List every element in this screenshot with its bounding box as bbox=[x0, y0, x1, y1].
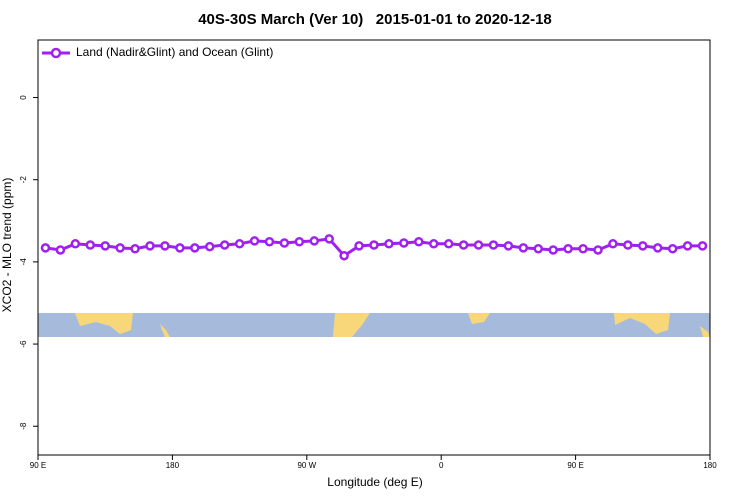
point bbox=[264, 236, 275, 247]
land bbox=[614, 313, 670, 334]
point bbox=[279, 238, 290, 248]
y-tick-label: -6 bbox=[19, 340, 28, 348]
map-strip bbox=[38, 313, 710, 337]
x-tick-label: 180 bbox=[703, 461, 717, 470]
point bbox=[623, 240, 633, 250]
point bbox=[294, 236, 305, 247]
point bbox=[249, 236, 260, 246]
point bbox=[219, 240, 230, 250]
point bbox=[652, 243, 663, 253]
point bbox=[697, 241, 708, 251]
point bbox=[667, 243, 678, 254]
point bbox=[399, 238, 409, 248]
point bbox=[324, 234, 334, 244]
land bbox=[160, 324, 170, 337]
point bbox=[369, 240, 379, 250]
legend: Land (Nadir&Glint) and Ocean (Glint) bbox=[42, 45, 273, 59]
land bbox=[333, 313, 370, 337]
plot-frame bbox=[37, 39, 711, 456]
point bbox=[175, 243, 185, 253]
land bbox=[700, 326, 710, 337]
y-tick-label: -4 bbox=[19, 258, 28, 266]
x-tick-label: 90 W bbox=[297, 461, 316, 470]
chart-title: 40S-30S March (Ver 10) 2015-01-01 to 202… bbox=[198, 11, 552, 28]
x-tick-label: 90 E bbox=[30, 461, 46, 470]
point bbox=[473, 240, 484, 250]
y-tick-label: -2 bbox=[19, 176, 28, 184]
point bbox=[563, 243, 573, 254]
point bbox=[339, 250, 349, 261]
point bbox=[130, 243, 140, 254]
point bbox=[160, 241, 170, 251]
point bbox=[40, 243, 51, 253]
point bbox=[204, 241, 215, 252]
point bbox=[145, 241, 155, 251]
point bbox=[428, 239, 439, 249]
y-tick-label: 0 bbox=[19, 95, 28, 100]
point bbox=[234, 239, 245, 249]
point bbox=[458, 240, 469, 250]
point bbox=[309, 236, 320, 246]
point bbox=[70, 239, 81, 249]
x-axis-label: Longitude (deg E) bbox=[327, 475, 422, 489]
land bbox=[468, 313, 490, 324]
point bbox=[488, 240, 499, 250]
ocean bbox=[38, 313, 710, 337]
x-tick-label: 90 E bbox=[567, 461, 583, 470]
point bbox=[593, 245, 603, 255]
legend-label: Land (Nadir&Glint) and Ocean (Glint) bbox=[76, 45, 273, 59]
point bbox=[608, 239, 618, 249]
point bbox=[190, 243, 200, 253]
point bbox=[503, 241, 514, 251]
legend-marker bbox=[50, 47, 62, 59]
x-tick-label: 0 bbox=[439, 461, 444, 470]
point bbox=[533, 243, 544, 254]
point bbox=[682, 241, 693, 251]
point bbox=[548, 245, 558, 255]
point bbox=[443, 239, 454, 249]
point bbox=[100, 241, 110, 251]
point bbox=[414, 236, 424, 247]
point bbox=[384, 239, 394, 249]
point bbox=[518, 243, 529, 253]
land bbox=[75, 313, 133, 334]
point bbox=[115, 243, 125, 253]
point bbox=[85, 240, 96, 250]
point bbox=[638, 241, 648, 251]
point bbox=[578, 243, 588, 254]
y-tick-label: -8 bbox=[19, 422, 28, 430]
point bbox=[354, 241, 364, 251]
y-axis-label: XCO2 - MLO trend (ppm) bbox=[0, 178, 14, 313]
point bbox=[55, 245, 66, 255]
x-tick-label: 180 bbox=[166, 461, 180, 470]
